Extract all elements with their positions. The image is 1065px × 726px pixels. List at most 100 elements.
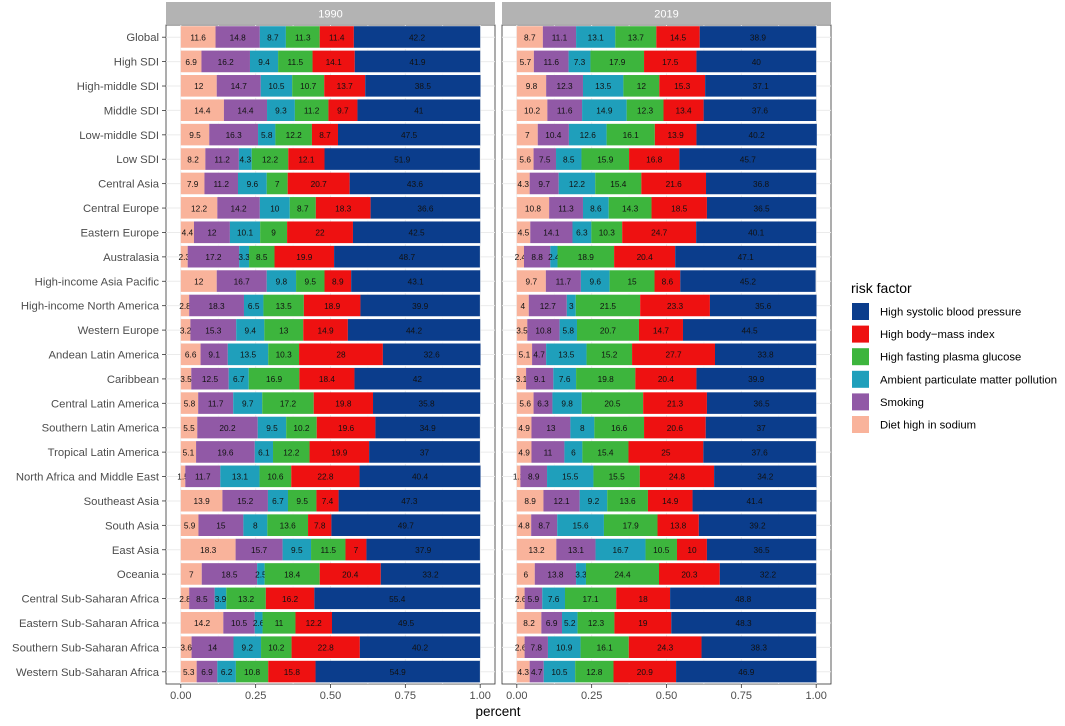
bar-2019-eastern-sub-saharan-africa-high-body-mass-index xyxy=(614,611,672,634)
bar-1990-east-asia-high-body-mass-index xyxy=(345,538,367,561)
bar-1990-middle-sdi-smoking xyxy=(223,99,268,122)
data-label: 12.3 xyxy=(556,81,573,91)
bar-1990-caribbean-diet-high-in-sodium xyxy=(180,367,192,390)
bar-2019-eastern-europe-high-body-mass-index xyxy=(622,221,697,244)
y-tick-label: Tropical Latin America xyxy=(48,447,160,459)
data-label: 13.6 xyxy=(620,496,637,506)
bar-2019-low-middle-sdi-high-fasting-plasma-glucose xyxy=(606,123,655,146)
data-label: 47.3 xyxy=(401,496,418,506)
data-label: 19.9 xyxy=(331,447,348,457)
data-label: 12.2 xyxy=(191,203,208,213)
bar-1990-low-middle-sdi-diet-high-in-sodium xyxy=(180,123,210,146)
bar-1990-high-sdi-high-fasting-plasma-glucose xyxy=(278,50,313,73)
data-label: 8.2 xyxy=(523,618,535,628)
bar-1990-andean-latin-america-diet-high-in-sodium xyxy=(180,343,201,366)
data-label: 9.7 xyxy=(526,276,538,286)
bar-2019-north-africa-and-middle-east-high-body-mass-index xyxy=(639,465,715,488)
bar-1990-global-high-body-mass-index xyxy=(319,26,354,49)
y-tick-label: Southern Latin America xyxy=(42,423,160,435)
data-label: 14.7 xyxy=(653,325,670,335)
bar-1990-central-europe-high-fasting-plasma-glucose xyxy=(289,197,316,220)
bar-2019-global-high-systolic-blood-pressure xyxy=(699,26,817,49)
data-label: 54.9 xyxy=(390,667,407,677)
bar-1990-oceania-ambient-particulate-matter-pollution xyxy=(257,563,265,586)
data-label: 32.6 xyxy=(424,350,441,360)
data-label: 39.9 xyxy=(412,301,429,311)
data-label: 22 xyxy=(315,228,325,238)
bar-1990-high-income-north-america-ambient-particulate-matter-pollution xyxy=(243,294,264,317)
bar-2019-central-sub-saharan-africa-high-body-mass-index xyxy=(616,587,671,610)
bar-1990-high-middle-sdi-high-body-mass-index xyxy=(324,75,366,98)
data-label: 10.5 xyxy=(268,81,285,91)
bar-1990-southeast-asia-high-fasting-plasma-glucose xyxy=(287,489,317,512)
data-label: 49.7 xyxy=(398,521,415,531)
y-tick-label: Low-middle SDI xyxy=(79,130,159,142)
bar-2019-high-income-north-america-high-systolic-blood-pressure xyxy=(709,294,817,317)
bar-2019-andean-latin-america-high-fasting-plasma-glucose xyxy=(586,343,633,366)
data-label: 5.5 xyxy=(183,423,195,433)
data-label: 17.5 xyxy=(662,57,679,67)
bar-2019-caribbean-diet-high-in-sodium xyxy=(516,367,527,390)
data-label: 8.7 xyxy=(319,130,331,140)
data-label: 8.5 xyxy=(563,154,575,164)
data-label: 12 xyxy=(194,81,204,91)
bar-1990-central-sub-saharan-africa-high-fasting-plasma-glucose xyxy=(226,587,266,610)
bar-2019-east-asia-high-systolic-blood-pressure xyxy=(706,538,817,561)
data-label: 7.8 xyxy=(314,521,326,531)
data-label: 4 xyxy=(520,301,525,311)
bar-1990-low-sdi-smoking xyxy=(205,148,239,171)
bar-1990-north-africa-and-middle-east-high-body-mass-index xyxy=(291,465,360,488)
data-label: 33.2 xyxy=(422,569,439,579)
data-label: 45.2 xyxy=(740,276,757,286)
bar-2019-high-middle-sdi-smoking xyxy=(546,75,583,98)
legend-swatch-high-body-mass-index xyxy=(852,325,869,343)
data-label: 18.4 xyxy=(319,374,336,384)
bar-2019-high-income-asia-pacific-high-body-mass-index xyxy=(654,270,681,293)
data-label: 5.8 xyxy=(261,130,273,140)
bar-1990-andean-latin-america-high-body-mass-index xyxy=(299,343,383,366)
bar-2019-central-europe-high-fasting-plasma-glucose xyxy=(608,197,652,220)
bar-1990-south-asia-high-fasting-plasma-glucose xyxy=(267,514,309,537)
data-label: 20.3 xyxy=(681,569,698,579)
bar-1990-southeast-asia-diet-high-in-sodium xyxy=(180,489,223,512)
data-label: 11.6 xyxy=(190,32,206,42)
bar-2019-high-middle-sdi-high-body-mass-index xyxy=(659,75,706,98)
bar-2019-global-diet-high-in-sodium xyxy=(516,26,543,49)
data-label: 8.6 xyxy=(662,276,674,286)
data-label: 18 xyxy=(639,594,649,604)
data-label: 7.5 xyxy=(539,154,551,164)
bar-2019-high-income-north-america-smoking xyxy=(528,294,567,317)
data-label: 10.2 xyxy=(293,423,310,433)
data-label: 11.2 xyxy=(214,154,230,164)
bar-1990-southern-sub-saharan-africa-high-body-mass-index xyxy=(291,636,360,659)
data-label: 49.5 xyxy=(398,618,415,628)
bar-1990-eastern-sub-saharan-africa-smoking xyxy=(223,611,255,634)
legend-title: risk factor xyxy=(851,280,912,296)
data-label: 40.2 xyxy=(749,130,766,140)
bar-1990-australasia-high-fasting-plasma-glucose xyxy=(249,245,275,268)
data-label: 16.3 xyxy=(226,130,243,140)
bar-1990-middle-sdi-high-fasting-plasma-glucose xyxy=(294,99,329,122)
bar-2019-southeast-asia-diet-high-in-sodium xyxy=(516,489,544,512)
bar-2019-eastern-europe-high-systolic-blood-pressure xyxy=(696,221,817,244)
bar-1990-southern-latin-america-diet-high-in-sodium xyxy=(180,416,198,439)
data-label: 8.5 xyxy=(256,252,268,262)
bar-2019-central-europe-ambient-particulate-matter-pollution xyxy=(582,197,609,220)
bar-1990-middle-sdi-high-body-mass-index xyxy=(328,99,358,122)
bar-2019-western-sub-saharan-africa-ambient-particulate-matter-pollution xyxy=(543,660,576,683)
data-label: 21.5 xyxy=(600,301,617,311)
data-label: 2.6 xyxy=(253,618,265,628)
y-tick-label: Middle SDI xyxy=(104,105,159,117)
data-label: 14.9 xyxy=(596,106,613,116)
legend-swatch-high-systolic-blood-pressure xyxy=(852,303,869,320)
bar-2019-high-income-asia-pacific-ambient-particulate-matter-pollution xyxy=(580,270,610,293)
bar-1990-western-europe-smoking xyxy=(190,319,237,342)
bar-1990-caribbean-smoking xyxy=(191,367,229,390)
data-label: 15.3 xyxy=(205,325,222,335)
data-label: 42.2 xyxy=(409,32,426,42)
bar-2019-western-sub-saharan-africa-high-body-mass-index xyxy=(613,660,677,683)
bar-1990-tropical-latin-america-smoking xyxy=(196,441,255,464)
legend-label-high-systolic-blood-pressure: High systolic blood pressure xyxy=(880,307,1021,319)
bar-1990-south-asia-high-systolic-blood-pressure xyxy=(331,514,481,537)
data-label: 18.9 xyxy=(578,252,595,262)
